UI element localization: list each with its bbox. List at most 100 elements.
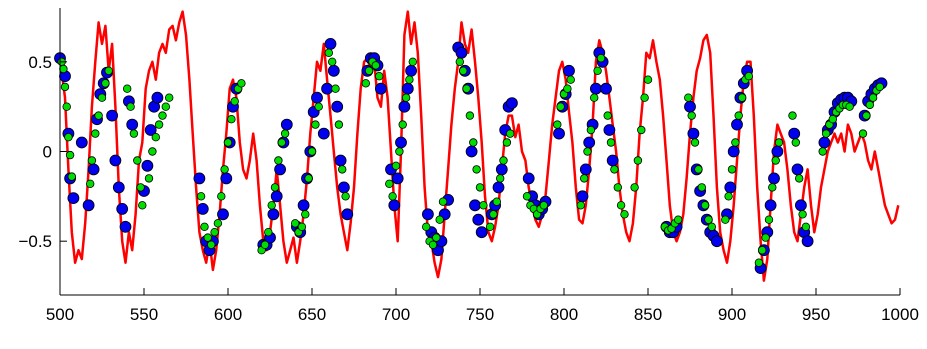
data-point	[818, 136, 831, 149]
data-point	[603, 124, 616, 136]
data-point	[304, 174, 313, 183]
data-point	[395, 147, 404, 156]
data-point	[301, 210, 310, 219]
data-point	[331, 100, 344, 113]
data-point	[112, 181, 125, 194]
data-point	[109, 154, 122, 167]
data-point	[600, 82, 612, 95]
data-point	[220, 165, 229, 174]
data-point	[801, 222, 811, 231]
data-point	[144, 174, 154, 183]
x-tick-label: 800	[550, 305, 578, 324]
data-point	[280, 118, 293, 131]
data-point	[566, 75, 575, 84]
x-tick-label: 600	[214, 305, 242, 324]
data-point	[398, 100, 411, 113]
data-point	[795, 199, 807, 212]
x-tick-label: 900	[718, 305, 746, 324]
data-point	[828, 114, 837, 124]
data-point	[553, 127, 565, 140]
data-point	[126, 118, 139, 131]
data-point	[492, 197, 501, 206]
data-point	[82, 199, 95, 212]
data-point	[499, 156, 508, 165]
data-point	[401, 82, 414, 95]
data-point	[196, 192, 206, 201]
data-point	[687, 111, 696, 120]
x-tick-label: 950	[802, 305, 830, 324]
data-point	[317, 127, 330, 140]
data-point	[764, 215, 774, 224]
x-tick-label: 750	[466, 305, 494, 324]
data-point	[583, 147, 592, 156]
data-point	[610, 165, 619, 174]
data-point	[374, 82, 387, 95]
data-point	[217, 192, 226, 201]
x-tick-label: 550	[130, 305, 158, 324]
data-point	[492, 181, 505, 194]
data-point	[327, 64, 340, 77]
data-point	[563, 84, 572, 93]
data-point	[87, 163, 100, 176]
data-point	[613, 183, 622, 192]
data-point	[737, 93, 747, 102]
data-point	[603, 111, 612, 120]
x-tick-label: 1000	[881, 305, 919, 324]
data-point	[106, 109, 118, 122]
data-point	[361, 79, 370, 88]
data-point	[158, 111, 167, 120]
data-point	[138, 201, 147, 210]
data-point	[213, 219, 223, 228]
data-point	[583, 136, 596, 149]
data-point	[75, 136, 88, 149]
data-point	[196, 202, 209, 215]
data-point	[364, 66, 374, 75]
data-point	[539, 201, 548, 210]
data-point	[64, 132, 73, 142]
data-point	[469, 199, 481, 212]
data-point	[151, 91, 164, 104]
data-point	[398, 120, 407, 129]
data-point	[576, 201, 585, 210]
data-point	[91, 129, 100, 138]
data-point	[164, 93, 174, 102]
data-point	[408, 57, 417, 66]
data-point	[761, 233, 770, 242]
data-point	[154, 120, 164, 129]
data-point	[385, 179, 394, 188]
data-point	[469, 138, 478, 147]
data-point	[731, 118, 743, 131]
data-point	[391, 172, 404, 185]
data-point	[637, 125, 646, 135]
data-point	[522, 172, 535, 185]
data-point	[67, 172, 76, 181]
data-point	[277, 138, 286, 147]
data-point	[274, 156, 283, 165]
data-point	[506, 129, 515, 138]
data-point	[485, 222, 495, 231]
data-point	[620, 210, 629, 219]
data-point	[136, 183, 145, 192]
data-point	[122, 84, 132, 93]
data-point	[455, 46, 468, 59]
data-point	[553, 120, 562, 129]
data-point	[606, 138, 616, 147]
data-point	[724, 192, 733, 201]
data-point	[768, 183, 777, 192]
data-point	[391, 161, 401, 170]
data-point	[133, 156, 142, 165]
data-point	[307, 147, 317, 156]
data-point	[821, 129, 831, 138]
data-point	[230, 97, 239, 106]
data-point	[727, 145, 740, 158]
data-point	[428, 240, 438, 249]
data-point	[684, 93, 693, 102]
data-point	[388, 192, 397, 201]
data-point	[771, 145, 784, 158]
data-point	[274, 163, 287, 176]
data-point	[700, 201, 710, 210]
data-point	[223, 138, 233, 147]
data-point	[596, 54, 606, 63]
data-point	[505, 97, 518, 109]
data-point	[141, 159, 154, 172]
